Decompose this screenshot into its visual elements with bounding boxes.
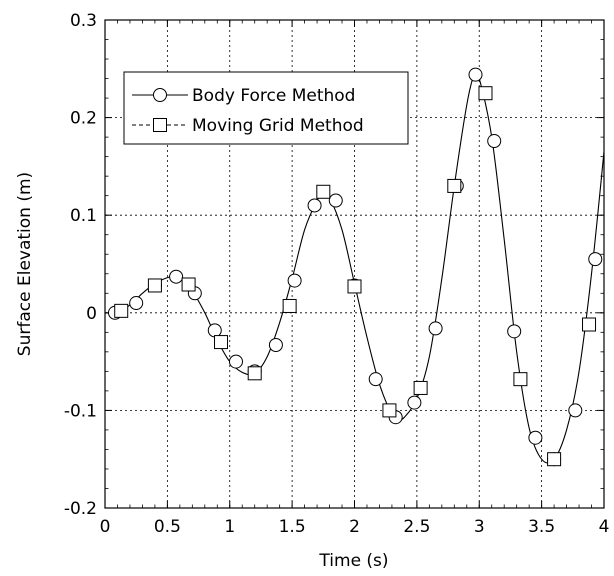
legend-label-moving-grid: Moving Grid Method [192, 116, 364, 136]
body-force-point [468, 67, 483, 82]
x-tick-label: 3.5 [528, 517, 555, 537]
axis-ticks [104, 19, 605, 509]
moving-grid-point [413, 380, 428, 395]
y-tick-label: 0 [86, 304, 97, 324]
body-force-point [129, 296, 144, 311]
body-force-point [528, 430, 543, 445]
moving-grid-point [316, 184, 331, 199]
body-force-point [287, 273, 302, 288]
body-force-point [268, 338, 283, 353]
moving-grid-point [447, 178, 462, 193]
marker-layer [107, 67, 603, 467]
x-axis-label: Time (s) [318, 551, 388, 571]
body-force-point [407, 395, 422, 410]
y-tick-label: -0.2 [64, 499, 97, 519]
moving-grid-point [181, 277, 196, 292]
y-tick-label: 0.1 [70, 206, 97, 226]
moving-grid-point [214, 335, 229, 350]
body-force-point [588, 252, 603, 267]
body-force-point [428, 321, 443, 336]
body-force-point [307, 198, 322, 213]
moving-grid-point [547, 452, 562, 467]
x-tick-label: 2 [349, 517, 360, 537]
legend: Body Force Method Moving Grid Method [123, 71, 409, 145]
moving-grid-point [114, 303, 129, 318]
moving-grid-point [513, 372, 528, 387]
legend-box [123, 71, 409, 145]
moving-grid-point [347, 279, 362, 294]
body-force-point [487, 134, 502, 149]
legend-label-body-force: Body Force Method [192, 86, 355, 106]
body-force-point [507, 324, 522, 339]
moving-grid-point [382, 403, 397, 418]
body-force-point [568, 403, 583, 418]
moving-grid-point [247, 366, 262, 381]
y-axis-label: Surface Elevation (m) [15, 172, 35, 356]
x-tick-label: 1 [224, 517, 235, 537]
x-tick-label: 1.5 [279, 517, 306, 537]
x-tick-label: 2.5 [403, 517, 430, 537]
x-tick-label: 0 [100, 517, 111, 537]
y-tick-label: 0.2 [70, 109, 97, 129]
body-force-point [328, 193, 343, 208]
legend-marker-body-force [153, 88, 167, 102]
body-force-point [228, 354, 243, 369]
y-tick-label: -0.1 [64, 401, 97, 421]
moving-grid-point [582, 317, 597, 332]
moving-grid-point [147, 278, 162, 293]
y-tick-label: 0.3 [70, 11, 97, 31]
moving-grid-point [282, 298, 297, 313]
x-tick-label: 4 [599, 517, 610, 537]
body-force-point [368, 372, 383, 387]
x-tick-label: 0.5 [154, 517, 181, 537]
body-force-point [207, 323, 222, 338]
body-force-point [169, 269, 184, 284]
legend-marker-moving-grid [153, 118, 167, 132]
x-tick-label: 3 [474, 517, 485, 537]
moving-grid-point [478, 86, 493, 101]
